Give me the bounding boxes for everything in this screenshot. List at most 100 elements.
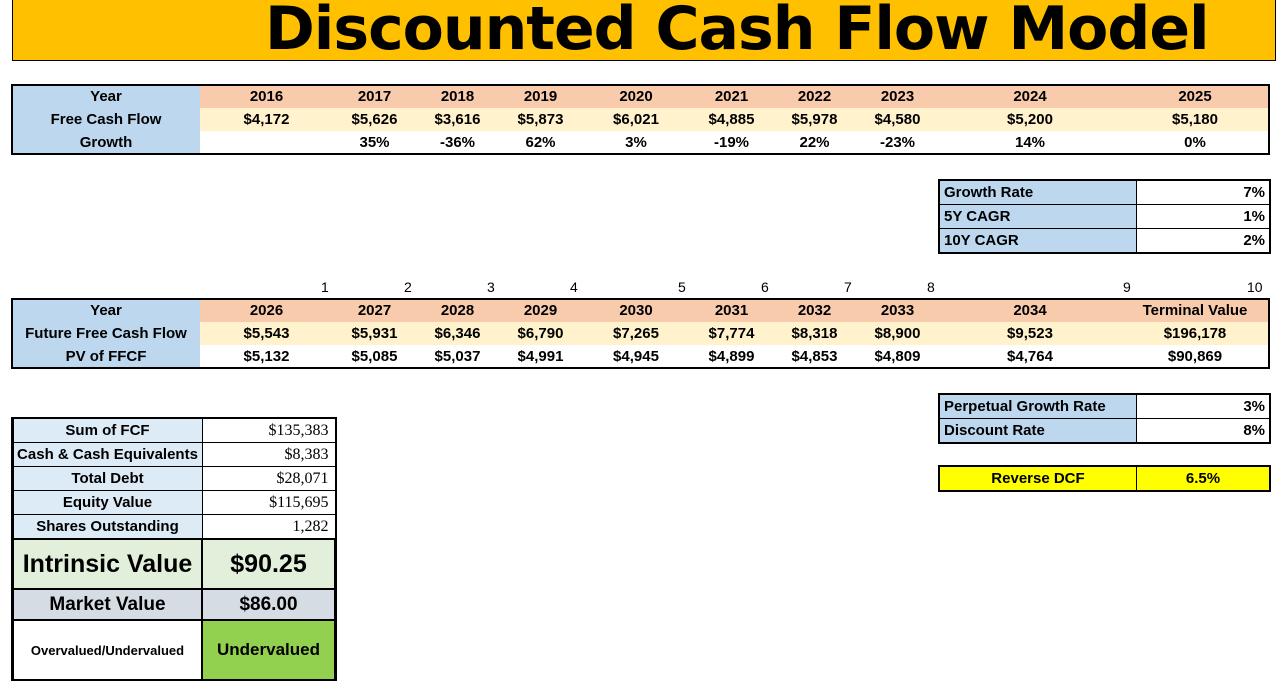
period-index: 8 xyxy=(927,279,935,295)
perpetual-growth-value: 3% xyxy=(1136,394,1270,419)
year-cell: 2022 xyxy=(773,85,856,108)
period-index: 7 xyxy=(844,279,852,295)
cagr-10y-label: 10Y CAGR xyxy=(939,228,1137,253)
growth-cell: 62% xyxy=(499,131,582,154)
fcf-cell: $4,885 xyxy=(690,108,773,131)
reverse-dcf-label: Reverse DCF xyxy=(939,466,1137,491)
growth-cell: -36% xyxy=(416,131,499,154)
rates-table: Growth Rate 7% 5Y CAGR 1% 10Y CAGR 2% xyxy=(938,179,1271,254)
year-cell: 2033 xyxy=(856,299,939,322)
page-title: Discounted Cash Flow Model xyxy=(265,0,1210,64)
period-index: 1 xyxy=(321,279,329,295)
growth-cell: -23% xyxy=(856,131,939,154)
fcf-cell: $6,021 xyxy=(582,108,690,131)
year-cell: 2016 xyxy=(200,85,333,108)
ffcf-cell: $5,931 xyxy=(333,322,416,345)
terminal-value-header: Terminal Value xyxy=(1121,299,1269,322)
pv-cell: $4,809 xyxy=(856,345,939,368)
ffcf-cell: $9,523 xyxy=(939,322,1121,345)
cagr-10y-value: 2% xyxy=(1136,228,1270,253)
year-cell: 2018 xyxy=(416,85,499,108)
pv-cell: $4,899 xyxy=(690,345,773,368)
assumptions-table: Perpetual Growth Rate 3% Discount Rate 8… xyxy=(938,393,1271,444)
year-cell: 2017 xyxy=(333,85,416,108)
growth-cell: 35% xyxy=(333,131,416,154)
pv-cell: $5,085 xyxy=(333,345,416,368)
pv-label: PV of FFCF xyxy=(12,345,200,368)
reverse-dcf-value: 6.5% xyxy=(1136,466,1270,491)
fcf-cell: $5,200 xyxy=(939,108,1121,131)
shares-outstanding-label: Shares Outstanding xyxy=(12,514,203,540)
year-cell: 2032 xyxy=(773,299,856,322)
shares-outstanding-value: 1,282 xyxy=(201,514,336,540)
verdict-label: Overvalued/Undervalued xyxy=(12,619,203,681)
total-debt-label: Total Debt xyxy=(12,466,203,491)
fcf-cell: $3,616 xyxy=(416,108,499,131)
year-cell: 2020 xyxy=(582,85,690,108)
year-label: Year xyxy=(12,85,200,108)
year-cell: 2028 xyxy=(416,299,499,322)
market-value-label: Market Value xyxy=(12,588,203,621)
projection-table: Year 2026 2027 2028 2029 2030 2031 2032 … xyxy=(11,298,1270,369)
ffcf-cell: $8,900 xyxy=(856,322,939,345)
fcf-cell: $5,180 xyxy=(1121,108,1269,131)
intrinsic-value-value: $90.25 xyxy=(201,538,336,590)
fcf-cell: $4,172 xyxy=(200,108,333,131)
period-index: 2 xyxy=(404,279,412,295)
perpetual-growth-label: Perpetual Growth Rate xyxy=(939,394,1137,419)
year-cell: 2031 xyxy=(690,299,773,322)
ffcf-cell: $6,790 xyxy=(499,322,582,345)
year-cell: 2024 xyxy=(939,85,1121,108)
sum-fcf-label: Sum of FCF xyxy=(12,418,203,443)
ffcf-label: Future Free Cash Flow xyxy=(12,322,200,345)
period-index: 9 xyxy=(1123,279,1131,295)
pv-cell: $5,037 xyxy=(416,345,499,368)
year-cell: 2027 xyxy=(333,299,416,322)
ffcf-cell: $8,318 xyxy=(773,322,856,345)
verdict-value: Undervalued xyxy=(201,619,336,681)
sum-fcf-value: $135,383 xyxy=(201,418,336,443)
pv-cell: $4,991 xyxy=(499,345,582,368)
year-cell: 2026 xyxy=(200,299,333,322)
discount-rate-value: 8% xyxy=(1136,418,1270,443)
growth-cell: 0% xyxy=(1121,131,1269,154)
year-cell: 2021 xyxy=(690,85,773,108)
fcf-cell: $5,978 xyxy=(773,108,856,131)
reverse-dcf-table: Reverse DCF 6.5% xyxy=(938,465,1271,492)
pv-cell: $4,764 xyxy=(939,345,1121,368)
year-cell: 2023 xyxy=(856,85,939,108)
ffcf-cell: $196,178 xyxy=(1121,322,1269,345)
pv-cell: $90,869 xyxy=(1121,345,1269,368)
year-cell: 2029 xyxy=(499,299,582,322)
year-cell: 2030 xyxy=(582,299,690,322)
year-cell: 2025 xyxy=(1121,85,1269,108)
growth-rate-value: 7% xyxy=(1136,180,1270,205)
ffcf-cell: $7,774 xyxy=(690,322,773,345)
fcf-label: Free Cash Flow xyxy=(12,108,200,131)
year-label: Year xyxy=(12,299,200,322)
pv-cell: $5,132 xyxy=(200,345,333,368)
growth-rate-label: Growth Rate xyxy=(939,180,1137,205)
pv-cell: $4,945 xyxy=(582,345,690,368)
growth-cell: 3% xyxy=(582,131,690,154)
cash-label: Cash & Cash Equivalents xyxy=(12,442,203,467)
year-cell: 2034 xyxy=(939,299,1121,322)
market-value-value: $86.00 xyxy=(201,588,336,621)
equity-value-label: Equity Value xyxy=(12,490,203,515)
valuation-summary-table: Sum of FCF $135,383 Cash & Cash Equivale… xyxy=(11,417,337,681)
fcf-cell: $5,626 xyxy=(333,108,416,131)
fcf-cell: $5,873 xyxy=(499,108,582,131)
period-index: 4 xyxy=(570,279,578,295)
fcf-cell: $4,580 xyxy=(856,108,939,131)
title-banner: Discounted Cash Flow Model xyxy=(12,0,1276,64)
equity-value-value: $115,695 xyxy=(201,490,336,515)
period-index: 3 xyxy=(487,279,495,295)
ffcf-cell: $5,543 xyxy=(200,322,333,345)
cagr-5y-label: 5Y CAGR xyxy=(939,204,1137,229)
growth-cell xyxy=(200,131,333,154)
pv-cell: $4,853 xyxy=(773,345,856,368)
period-index: 10 xyxy=(1247,279,1263,295)
intrinsic-value-label: Intrinsic Value xyxy=(12,538,203,590)
year-cell: 2019 xyxy=(499,85,582,108)
growth-cell: 22% xyxy=(773,131,856,154)
